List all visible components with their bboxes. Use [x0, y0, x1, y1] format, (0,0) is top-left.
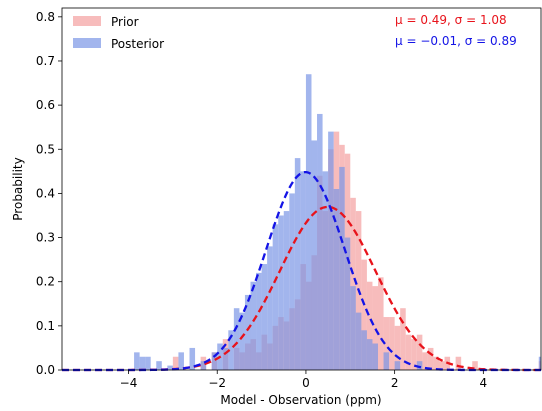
posterior-bar: [267, 246, 273, 370]
y-axis: 0.0 0.1 0.2 0.3 0.4 0.5 0.6 0.7 0.8: [36, 10, 62, 377]
y-tick-label: 0.0: [36, 363, 55, 377]
posterior-bar: [250, 281, 257, 370]
posterior-bar: [145, 356, 151, 370]
posterior-bar: [311, 140, 318, 370]
x-tick-label: −2: [208, 376, 226, 390]
posterior-bar: [283, 211, 290, 370]
posterior-bar: [305, 74, 312, 370]
prior-bar: [455, 356, 462, 370]
posterior-bar: [256, 272, 262, 370]
posterior-bar: [294, 158, 301, 370]
posterior-bar: [344, 237, 351, 370]
legend: Prior Posterior: [73, 15, 164, 51]
posterior-bar: [239, 312, 245, 370]
posterior-bar: [289, 193, 295, 370]
y-tick-label: 0.5: [36, 142, 55, 156]
prior-bar: [378, 277, 384, 370]
legend-swatch-posterior: [73, 38, 101, 48]
y-tick-label: 0.3: [36, 231, 55, 245]
posterior-bar: [361, 330, 367, 370]
posterior-bar: [200, 361, 207, 370]
posterior-histogram: [134, 74, 541, 370]
posterior-bar: [261, 264, 268, 370]
x-tick-label: 2: [391, 376, 399, 390]
x-tick-label: 0: [302, 376, 310, 390]
posterior-bar: [211, 352, 218, 370]
legend-label-prior: Prior: [111, 15, 139, 29]
posterior-bar: [383, 352, 390, 370]
posterior-bar: [233, 308, 240, 370]
posterior-bar: [244, 294, 251, 370]
posterior-bar: [272, 224, 279, 370]
posterior-bar: [394, 361, 401, 370]
posterior-bar: [167, 365, 173, 370]
y-tick-label: 0.7: [36, 54, 55, 68]
x-tick-label: 4: [480, 376, 488, 390]
posterior-bar: [134, 352, 140, 370]
posterior-bar: [317, 113, 323, 370]
legend-swatch-prior: [73, 16, 101, 26]
y-axis-title: Probability: [11, 157, 25, 220]
prior-bar: [433, 356, 439, 370]
prior-bar: [366, 281, 373, 370]
posterior-bar: [350, 286, 356, 370]
prior-bar: [438, 361, 445, 370]
posterior-bar: [189, 347, 196, 370]
y-tick-label: 0.8: [36, 10, 55, 24]
posterior-bar: [328, 131, 334, 370]
prior-bar: [383, 317, 390, 370]
y-tick-label: 0.1: [36, 319, 55, 333]
posterior-bar: [222, 347, 229, 370]
prior-bar: [422, 352, 428, 370]
posterior-bar: [333, 189, 340, 370]
prior-bar: [361, 259, 367, 370]
posterior-fit-stats: μ = −0.01, σ = 0.89: [395, 34, 517, 48]
prior-bar: [427, 347, 434, 370]
posterior-bar: [416, 361, 423, 370]
prior-bar: [350, 197, 356, 370]
posterior-bar: [339, 166, 345, 370]
posterior-bar: [228, 330, 234, 370]
posterior-bar: [139, 356, 146, 370]
prior-bar: [411, 339, 417, 370]
posterior-bar: [178, 352, 184, 370]
posterior-bar: [366, 339, 373, 370]
plot-frame: [61, 7, 542, 371]
y-tick-label: 0.4: [36, 186, 55, 200]
posterior-bar: [322, 171, 329, 370]
prior-bar: [472, 361, 478, 370]
x-axis-title: Model - Observation (ppm): [220, 393, 381, 407]
posterior-bar: [355, 312, 362, 370]
posterior-bar: [156, 361, 162, 370]
posterior-bar: [278, 215, 284, 370]
prior-bar: [172, 356, 179, 370]
prior-bar: [405, 334, 412, 370]
prior-fit-stats: μ = 0.49, σ = 1.08: [395, 13, 507, 27]
posterior-bar: [300, 171, 306, 370]
y-tick-label: 0.6: [36, 98, 55, 112]
x-tick-label: −4: [120, 376, 138, 390]
posterior-bar: [538, 356, 541, 370]
prior-bar: [372, 286, 379, 370]
prior-bar: [416, 334, 423, 370]
posterior-bar: [372, 343, 379, 370]
legend-label-posterior: Posterior: [111, 37, 164, 51]
y-tick-label: 0.2: [36, 275, 55, 289]
prior-bar: [400, 308, 406, 370]
x-axis: −4 −2 0 2 4: [120, 370, 487, 390]
prior-bar: [389, 317, 395, 370]
prior-bar: [394, 325, 401, 370]
